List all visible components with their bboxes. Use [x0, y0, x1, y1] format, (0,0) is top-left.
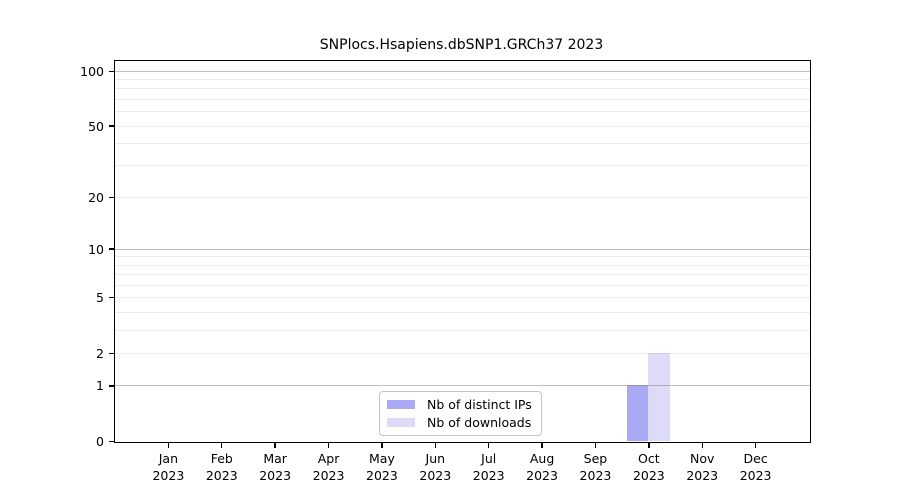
- x-tick: [221, 443, 223, 448]
- gridline-major: [114, 248, 810, 250]
- gridline-minor: [114, 88, 810, 90]
- gridline-major: [114, 70, 810, 72]
- y-tick-label: 2: [96, 345, 104, 361]
- y-tick: [108, 70, 114, 72]
- x-tick-label: Sep 2023: [579, 450, 612, 483]
- gridline-minor: [114, 352, 810, 354]
- x-tick-label: Oct 2023: [632, 450, 665, 483]
- x-tick-label: Mar 2023: [259, 450, 292, 483]
- x-tick: [594, 443, 597, 448]
- legend-swatch-distinct-ips: [387, 400, 415, 410]
- y-tick: [108, 196, 114, 198]
- x-tick: [754, 443, 757, 448]
- x-tick-label: Jan 2023: [152, 450, 185, 483]
- x-tick: [434, 443, 436, 448]
- x-tick-label: Feb 2023: [205, 450, 238, 483]
- x-tick-label: Nov 2023: [686, 450, 719, 483]
- y-tick-label: 0: [96, 434, 104, 449]
- gridline-minor: [114, 329, 810, 331]
- legend: Nb of distinct IPs Nb of downloads: [379, 391, 542, 436]
- x-tick: [487, 443, 490, 448]
- legend-item-distinct-ips: Nb of distinct IPs: [387, 396, 533, 414]
- bar-nb-of-downloads-oct: [648, 352, 670, 441]
- chart-title: SNPlocs.Hsapiens.dbSNP1.GRCh37 2023: [319, 37, 604, 53]
- x-tick: [274, 443, 276, 448]
- legend-item-downloads: Nb of downloads: [387, 414, 533, 432]
- gridline-minor: [114, 297, 810, 299]
- y-tick: [108, 385, 114, 387]
- y-tick-label: 20: [88, 189, 104, 205]
- gridline-minor: [114, 274, 810, 276]
- gridline-major: [114, 385, 810, 387]
- y-tick-label: 10: [88, 241, 104, 257]
- x-tick: [541, 443, 543, 448]
- plot-area: [113, 60, 811, 443]
- x-tick-label: Jun 2023: [419, 450, 452, 483]
- x-tick-label: Apr 2023: [312, 450, 345, 483]
- legend-swatch-downloads: [387, 417, 415, 427]
- gridline-minor: [114, 264, 810, 266]
- legend-label-downloads: Nb of downloads: [427, 414, 532, 430]
- gridline-minor: [114, 284, 810, 286]
- gridline-minor: [114, 143, 810, 145]
- x-tick-label: Dec 2023: [739, 450, 772, 483]
- y-tick: [108, 248, 114, 250]
- gridline-minor: [114, 125, 810, 127]
- y-tick-label: 50: [88, 118, 104, 134]
- gridline-minor: [114, 98, 810, 100]
- gridline-minor: [114, 311, 810, 313]
- y-tick-label: 100: [80, 63, 104, 79]
- gridline-minor: [114, 165, 810, 167]
- gridline-minor: [114, 79, 810, 81]
- y-tick: [108, 352, 114, 355]
- y-tick-label: 1: [96, 378, 104, 394]
- x-tick: [167, 443, 170, 448]
- gridline-minor: [114, 256, 810, 258]
- y-tick: [108, 440, 114, 443]
- x-tick-label: Aug 2023: [526, 450, 558, 483]
- legend-label-distinct-ips: Nb of distinct IPs: [427, 397, 532, 413]
- x-tick: [648, 443, 650, 448]
- x-tick-label: Jul 2023: [472, 450, 505, 483]
- x-tick-label: May 2023: [366, 450, 398, 483]
- x-tick: [381, 443, 383, 448]
- y-tick: [108, 297, 114, 299]
- x-tick: [327, 443, 330, 448]
- x-tick: [701, 443, 703, 448]
- y-tick-label: 5: [96, 290, 104, 306]
- y-tick: [108, 125, 114, 127]
- gridline-minor: [114, 196, 810, 198]
- gridline-minor: [114, 111, 810, 113]
- bar-nb-of-distinct-ips-oct: [626, 385, 649, 441]
